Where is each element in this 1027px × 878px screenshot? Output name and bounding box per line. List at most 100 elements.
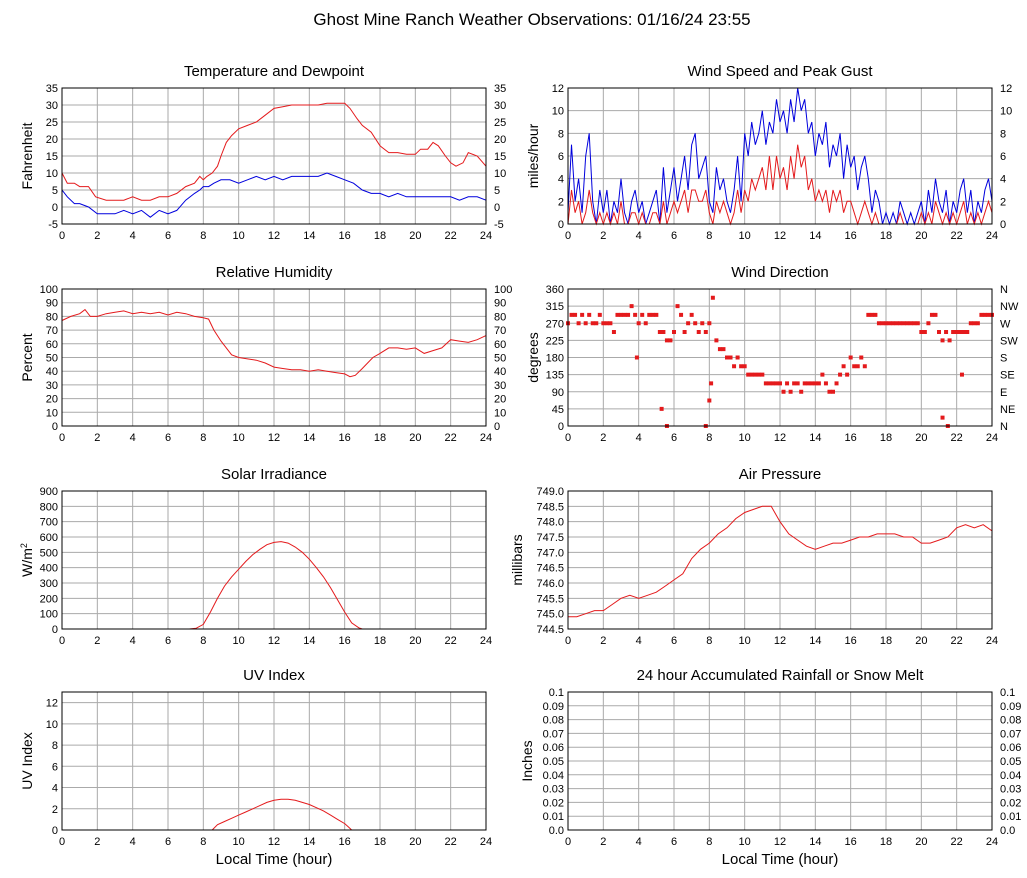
plot-frame — [61, 691, 487, 831]
plot-frame — [61, 288, 487, 427]
y-tick-label: 90 — [552, 387, 564, 399]
grid — [61, 490, 487, 630]
y-tick-label: 748.5 — [536, 501, 564, 513]
x-tick-label: 12 — [774, 836, 786, 848]
right-tick-label: 40 — [494, 366, 506, 378]
right-tick-label: 2 — [1000, 196, 1006, 208]
right-tick-label: SW — [1000, 335, 1018, 347]
data-point — [795, 381, 800, 386]
data-point — [597, 312, 602, 317]
right-tick-label: 60 — [494, 339, 506, 351]
y-axis-label: Fahrenheit — [19, 122, 35, 189]
y-tick-label: 0.01 — [543, 811, 564, 823]
data-point — [785, 381, 790, 386]
data-point — [735, 355, 740, 360]
y-tick-label: 70 — [46, 325, 58, 337]
y-tick-label: 0.06 — [543, 742, 564, 754]
x-tick-label: 6 — [671, 635, 677, 647]
x-tick-label: 0 — [565, 836, 571, 848]
data-point — [774, 381, 779, 386]
right-tick-label: 50 — [494, 353, 506, 365]
data-point — [961, 330, 966, 335]
x-tick-label: 18 — [374, 836, 386, 848]
y-tick-label: 25 — [46, 117, 58, 129]
y-tick-label: 746.0 — [536, 578, 564, 590]
right-tick-label: 0.0 — [1000, 825, 1015, 837]
x-tick-label: 4 — [130, 635, 136, 647]
x-tick-label: 2 — [600, 230, 606, 242]
y-axis-label: millibars — [509, 534, 525, 585]
x-tick-label: 16 — [845, 635, 857, 647]
y-tick-label: 30 — [46, 100, 58, 112]
y-tick-label: 747.0 — [536, 547, 564, 559]
data-point — [852, 364, 857, 369]
y-tick-label: 6 — [558, 151, 564, 163]
data-point — [937, 330, 941, 335]
x-tick-label: 18 — [880, 836, 892, 848]
data-point — [636, 321, 641, 326]
y-axis-label: UV Index — [19, 732, 35, 790]
data-point — [965, 330, 970, 335]
x-tick-label: 14 — [809, 836, 821, 848]
data-point — [664, 338, 669, 343]
grid — [567, 490, 993, 630]
y-tick-label: 30 — [46, 380, 58, 392]
x-tick-label: 2 — [94, 230, 100, 242]
right-tick-label: 0.02 — [1000, 797, 1021, 809]
series-line-red — [61, 308, 487, 378]
data-point — [682, 330, 687, 335]
plot-frame — [61, 87, 487, 225]
y-tick-label: 40 — [46, 366, 58, 378]
y-axis-label: W/m2 — [19, 543, 35, 577]
x-tick-label: 4 — [636, 836, 642, 848]
data-point — [855, 364, 860, 369]
y-tick-label: 135 — [546, 370, 564, 382]
x-tick-label: 4 — [636, 432, 642, 444]
y-axis-label-text: degrees — [525, 332, 541, 383]
x-tick-label: 0 — [59, 635, 65, 647]
data-point — [845, 372, 850, 377]
data-point — [647, 312, 652, 317]
data-point — [583, 321, 588, 326]
data-point — [569, 312, 574, 317]
x-tick-label: 18 — [374, 635, 386, 647]
y-tick-label: 0.1 — [549, 687, 564, 699]
data-point — [672, 330, 676, 335]
right-tick-label: -5 — [494, 219, 504, 231]
data-point — [594, 321, 599, 326]
x-tick-label: 20 — [915, 432, 927, 444]
chart-title: Relative Humidity — [216, 264, 333, 281]
data-point — [746, 372, 751, 377]
data-point — [778, 381, 782, 386]
data-point — [972, 321, 977, 326]
y-tick-label: 500 — [40, 547, 58, 559]
y-tick-label: 0.02 — [543, 797, 564, 809]
y-tick-label: 2 — [558, 196, 564, 208]
y-tick-label: 15 — [46, 151, 58, 163]
right-tick-label: 0.08 — [1000, 715, 1021, 727]
x-tick-label: 10 — [233, 230, 245, 242]
x-tick-label: 20 — [409, 432, 421, 444]
right-tick-label: 70 — [494, 325, 506, 337]
x-tick-label: 18 — [374, 432, 386, 444]
data-point — [831, 389, 835, 394]
data-point — [576, 321, 581, 326]
y-tick-label: 8 — [52, 740, 58, 752]
x-tick-label: 20 — [915, 230, 927, 242]
y-axis-label: miles/hour — [525, 123, 541, 188]
right-tick-label: 0.01 — [1000, 811, 1021, 823]
data-point — [954, 330, 959, 335]
data-point — [742, 364, 747, 369]
plot-frame — [567, 87, 993, 225]
y-tick-label: 10 — [46, 168, 58, 180]
x-tick-label: 10 — [739, 432, 751, 444]
x-tick-label: 24 — [986, 836, 998, 848]
y-tick-label: 2 — [52, 804, 58, 816]
x-tick-label: 20 — [409, 635, 421, 647]
y-axis-label-text: Percent — [19, 333, 35, 381]
